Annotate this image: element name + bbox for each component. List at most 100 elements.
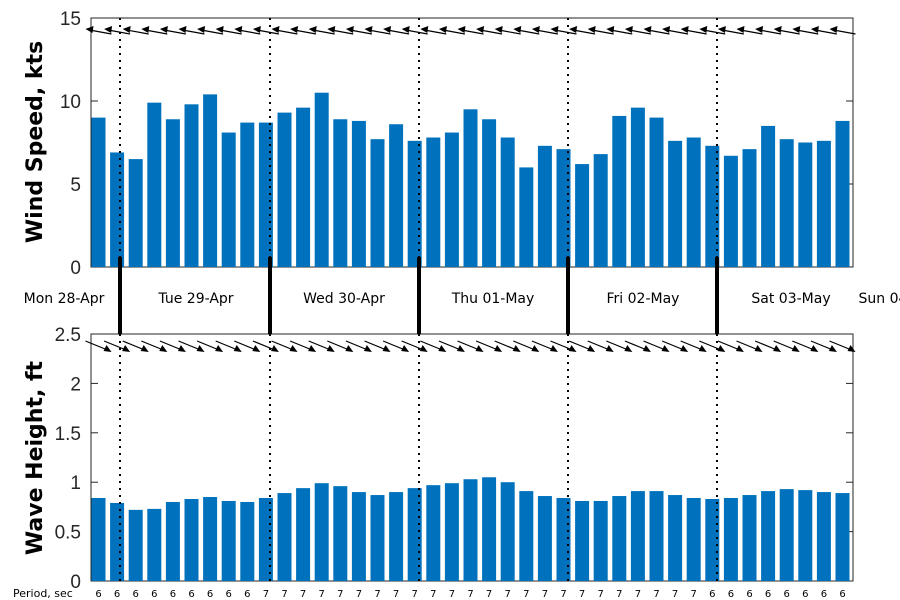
wind-direction-arrowhead [643, 26, 652, 33]
bar [128, 509, 143, 581]
bar [277, 112, 292, 268]
day-label: Sun 04-May [859, 291, 900, 307]
wind-direction-arrowhead [717, 26, 726, 33]
wind-direction-arrowhead [550, 26, 559, 33]
wind-direction-arrowhead [773, 26, 782, 33]
wind-direction-arrow [833, 29, 856, 35]
wind-direction-arrowhead [587, 26, 596, 33]
wave-direction-arrow [234, 340, 257, 351]
wind-direction-arrow [647, 29, 670, 35]
wind-direction-arrow [349, 29, 373, 35]
bar [668, 140, 683, 267]
wave-direction-arrowhead [122, 345, 131, 352]
wave-direction-arrowhead [215, 345, 224, 352]
wind-direction-arrowhead [476, 26, 485, 33]
bar [463, 109, 478, 267]
bar [389, 492, 404, 581]
bar [742, 495, 757, 581]
wind-direction-arrow [275, 29, 298, 35]
bar [761, 491, 776, 581]
bar [258, 498, 273, 581]
wave-direction-arrowhead [326, 345, 335, 352]
period-value: 6 [765, 589, 771, 600]
wave-direction-arrow [792, 340, 815, 351]
wind-direction-arrow [498, 29, 521, 35]
wind-direction-arrow [777, 29, 800, 35]
wave-direction-arrowhead [401, 345, 410, 352]
wave-direction-arrow [754, 340, 778, 351]
bar [240, 122, 255, 267]
wind-direction-arrowhead [438, 26, 447, 33]
wind-direction-arrow [238, 29, 261, 35]
bar [184, 104, 199, 267]
bar [779, 139, 794, 267]
wind-direction-arrow [461, 29, 484, 35]
bar [816, 140, 831, 267]
wave-direction-arrow [420, 340, 443, 351]
wave-direction-arrow [680, 340, 703, 351]
wind-direction-arrowhead [420, 26, 429, 33]
wave-direction-arrowhead [828, 345, 837, 352]
period-value: 7 [356, 589, 362, 600]
bar [723, 498, 738, 581]
bar [203, 94, 218, 267]
day-label: Thu 01-May [451, 291, 535, 307]
wave-direction-arrowhead [475, 345, 484, 352]
bar [221, 132, 236, 267]
wind-direction-arrow [368, 29, 391, 35]
wind-direction-arrowhead [792, 26, 801, 33]
wind-direction-arrowhead [457, 26, 466, 33]
period-value: 6 [709, 589, 715, 600]
wave-direction-arrowhead [382, 345, 391, 352]
bar [649, 491, 664, 581]
wind-direction-arrowhead [531, 26, 540, 33]
wind-direction-arrow [442, 29, 466, 35]
bar [556, 149, 571, 267]
period-value: 7 [300, 589, 306, 600]
wind-direction-arrowhead [606, 26, 615, 33]
bar [91, 117, 106, 267]
wave-direction-arrowhead [177, 345, 186, 352]
y-tick-label: 1.5 [55, 424, 81, 445]
bar [165, 501, 180, 581]
wave-direction-arrow [606, 340, 629, 351]
wave-direction-arrowhead [735, 345, 744, 352]
bar [482, 477, 497, 581]
bar [630, 107, 645, 267]
period-value: 6 [746, 589, 752, 600]
wave-direction-arrow [643, 340, 666, 351]
wind-direction-arrowhead [624, 26, 633, 33]
period-value: 6 [188, 589, 194, 600]
bar [128, 159, 143, 267]
bar [519, 491, 534, 581]
bar [593, 500, 608, 581]
wave-direction-arrow [122, 340, 145, 351]
bar [277, 493, 292, 581]
bar [147, 102, 162, 267]
wave-direction-arrow [587, 340, 610, 351]
wind-direction-arrow [814, 29, 838, 35]
bar [686, 498, 701, 581]
period-value: 6 [170, 589, 176, 600]
wave-direction-arrowhead [289, 345, 298, 352]
period-value: 7 [319, 589, 325, 600]
wind-direction-arrow [591, 29, 614, 35]
wave-direction-arrow [513, 340, 536, 351]
bar [723, 155, 738, 267]
bar [575, 500, 590, 581]
period-value: 7 [616, 589, 622, 600]
period-value: 6 [728, 589, 734, 600]
y-tick-label: 10 [60, 92, 81, 113]
bar [612, 115, 627, 267]
wave-direction-arrow [438, 340, 462, 351]
wave-direction-arrow [531, 340, 555, 351]
bar [333, 119, 348, 267]
bar [537, 496, 552, 581]
wave-direction-arrowhead [661, 345, 670, 352]
period-value: 7 [560, 589, 566, 600]
wave-direction-arrow [550, 340, 573, 351]
bar [110, 502, 125, 581]
wave-direction-arrowhead [549, 345, 558, 352]
wave-direction-arrow [215, 340, 238, 351]
